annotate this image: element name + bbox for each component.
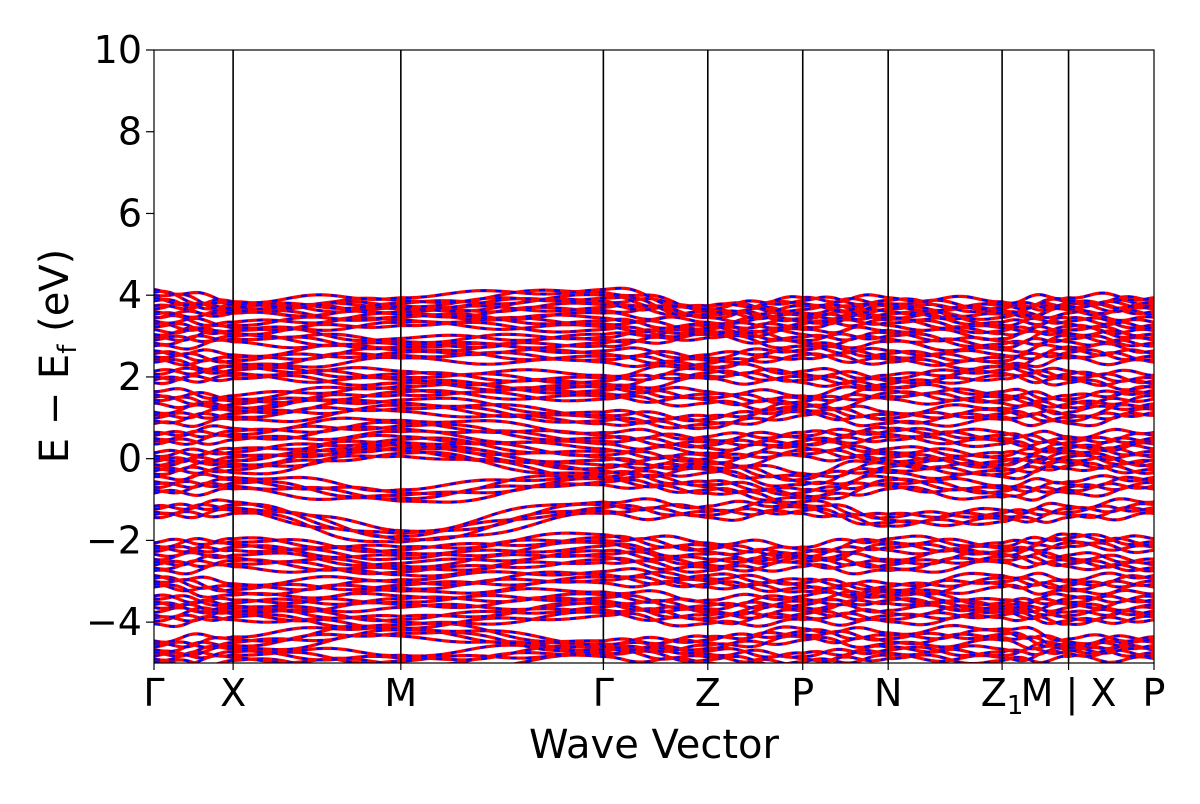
band-line-overlay xyxy=(154,323,1154,342)
band-line-overlay xyxy=(154,555,1154,575)
band-line-overlay xyxy=(154,386,1154,406)
band-line-overlay xyxy=(154,607,1154,625)
x-tick-label: Γ xyxy=(143,671,164,715)
x-tick-label: M | X xyxy=(1021,671,1117,716)
band-line xyxy=(154,420,1154,445)
band-line-overlay xyxy=(154,423,1154,447)
plot-frame xyxy=(153,49,1155,664)
y-axis-label-main: E − E xyxy=(32,354,78,464)
band-line-overlay xyxy=(154,601,1154,620)
band-line-overlay xyxy=(154,345,1154,363)
band-line-overlay xyxy=(154,371,1154,388)
band-line-overlay xyxy=(154,297,1154,320)
band-line-overlay xyxy=(154,318,1154,335)
band-line-overlay xyxy=(154,448,1154,482)
band-line-overlay xyxy=(154,570,1154,592)
band-line-overlay xyxy=(154,567,1154,588)
y-tick-label: 6 xyxy=(118,191,142,235)
band-line-overlay xyxy=(154,286,1154,309)
y-tick-label: 4 xyxy=(118,273,142,317)
band-line-overlay xyxy=(154,533,1154,554)
band-line-overlay xyxy=(154,348,1154,365)
y-axis-ticks: −4 −2 0 2 4 6 8 10 xyxy=(86,28,154,644)
x-tick-label: X xyxy=(220,671,246,715)
band-line-overlay xyxy=(154,429,1154,453)
band-line-overlay xyxy=(154,470,1154,493)
band-line-overlay xyxy=(154,631,1154,653)
band-line-overlay xyxy=(154,445,1154,469)
y-axis-label: E − Ef (eV) xyxy=(32,249,83,464)
x-tick-label: Z1 xyxy=(981,671,1024,721)
y-tick-label: 8 xyxy=(118,110,142,154)
y-tick-label: −4 xyxy=(86,600,142,644)
y-tick-label: −2 xyxy=(86,518,142,562)
band-line-overlay xyxy=(154,434,1154,458)
band-line-overlay xyxy=(154,639,1154,659)
band-line-overlay xyxy=(154,333,1154,351)
band-line-overlay xyxy=(154,416,1154,441)
bands-layer xyxy=(154,286,1154,663)
y-tick-label: 0 xyxy=(118,437,142,481)
band-line-overlay xyxy=(154,325,1154,345)
x-tick-label: P xyxy=(1143,671,1166,715)
band-line-overlay xyxy=(154,381,1154,401)
x-tick-label: M xyxy=(384,671,417,715)
band-line-overlay xyxy=(154,301,1154,316)
high-symmetry-lines xyxy=(232,50,1070,663)
y-tick-label: 10 xyxy=(94,28,142,72)
band-line-overlay xyxy=(154,590,1154,607)
band-line-overlay xyxy=(154,579,1154,600)
band-line-overlay xyxy=(154,436,1154,460)
x-tick-subscript: 1 xyxy=(1007,691,1024,721)
x-axis-ticks: Γ X M Γ Z P N Z1M | X P xyxy=(143,663,1165,721)
band-line-overlay xyxy=(154,482,1154,504)
band-line-overlay xyxy=(154,399,1154,423)
band-line-overlay xyxy=(154,546,1154,567)
x-axis-label: Wave Vector xyxy=(529,722,780,768)
band-line-overlay xyxy=(154,622,1154,645)
band-line-overlay xyxy=(154,328,1154,349)
band-line-overlay xyxy=(154,624,1154,649)
band-line-overlay xyxy=(154,646,1154,663)
x-tick-label: Γ xyxy=(593,671,614,715)
band-line-overlay xyxy=(154,473,1154,496)
band-line-overlay xyxy=(154,633,1154,657)
y-axis-label-sub: f xyxy=(53,344,83,354)
band-line-overlay xyxy=(154,596,1154,614)
band-line-overlay xyxy=(154,477,1154,498)
x-tick-label: P xyxy=(791,671,814,715)
band-line-overlay xyxy=(154,509,1154,544)
y-axis-label-unit: (eV) xyxy=(32,249,78,345)
band-line-overlay xyxy=(154,575,1154,592)
band-line-overlay xyxy=(154,500,1154,535)
band-line-overlay xyxy=(154,506,1154,541)
band-line-overlay xyxy=(154,587,1154,605)
band-line-overlay xyxy=(154,644,1154,662)
band-line-overlay xyxy=(154,598,1154,616)
band-line-overlay xyxy=(154,497,1154,533)
band-line-overlay xyxy=(154,353,1154,371)
band-line-overlay xyxy=(154,540,1154,559)
band-line-overlay xyxy=(154,362,1154,380)
band-line-overlay xyxy=(154,610,1154,629)
band-line-overlay xyxy=(154,310,1154,327)
band-line-overlay xyxy=(154,531,1154,550)
y-tick-label: 2 xyxy=(118,355,142,399)
band-line-overlay xyxy=(154,451,1154,485)
band-line-overlay xyxy=(154,374,1154,392)
x-tick-label: Z xyxy=(695,671,721,715)
band-line-overlay xyxy=(154,553,1154,572)
x-tick-label: N xyxy=(874,671,902,715)
band-line-overlay xyxy=(154,381,1154,403)
band-line-overlay xyxy=(154,288,1154,311)
band-line-overlay xyxy=(154,408,1154,430)
